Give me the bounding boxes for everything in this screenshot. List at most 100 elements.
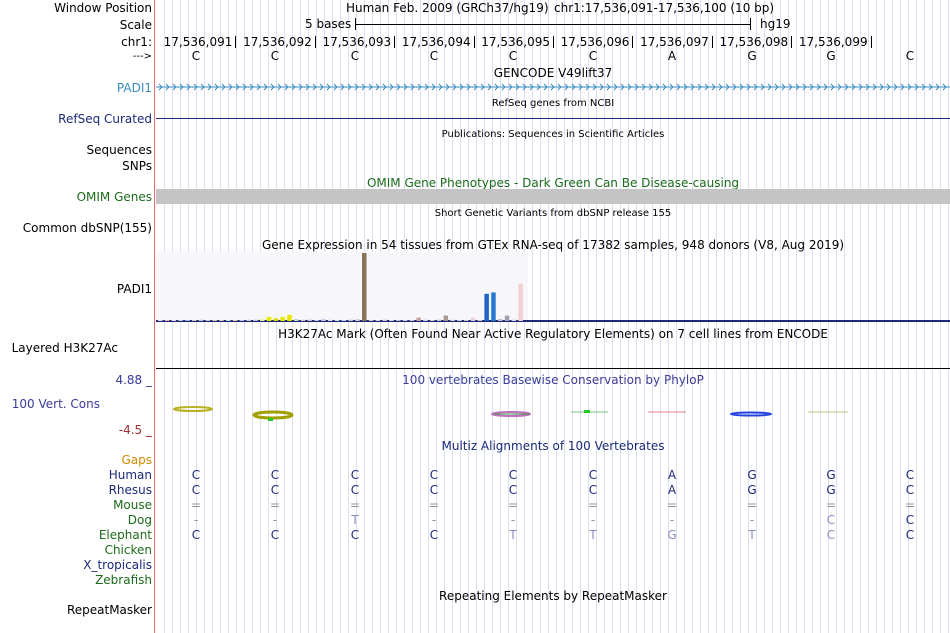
gtex-tissue-bar[interactable] bbox=[273, 318, 279, 321]
strand-chevron bbox=[620, 83, 625, 91]
gtex-tissue-bar[interactable] bbox=[498, 318, 503, 321]
gtex-tissue-bar[interactable] bbox=[328, 319, 333, 321]
gtex-tissue-bar[interactable] bbox=[226, 320, 231, 321]
gtex-tissue-bar[interactable] bbox=[232, 320, 238, 321]
gtex-tissue-bar[interactable] bbox=[280, 316, 285, 321]
gtex-tissue-bar[interactable] bbox=[266, 316, 272, 321]
reference-base: G bbox=[826, 49, 836, 63]
gtex-tissue-bar[interactable] bbox=[185, 320, 190, 321]
gtex-tissue-bar[interactable] bbox=[164, 320, 170, 321]
gtex-tissue-bar[interactable] bbox=[334, 320, 340, 321]
gtex-tissue-bar[interactable] bbox=[300, 319, 306, 321]
gtex-tissue-bar[interactable] bbox=[321, 318, 326, 321]
alignment-base: G bbox=[667, 528, 677, 542]
gtex-gene-label[interactable]: PADI1 bbox=[116, 282, 152, 296]
gtex-tissue-bar[interactable] bbox=[402, 320, 408, 321]
refseq-track-title: RefSeq genes from NCBI bbox=[491, 98, 615, 109]
strand-chevron bbox=[543, 83, 548, 91]
gtex-tissue-bar[interactable] bbox=[382, 319, 387, 321]
strand-chevron bbox=[326, 83, 331, 91]
gtex-tissue-bar[interactable] bbox=[341, 320, 347, 321]
gtex-tissue-bar[interactable] bbox=[450, 319, 455, 321]
gtex-tissue-bar[interactable] bbox=[423, 319, 428, 321]
strand-label: ---> bbox=[132, 51, 152, 62]
gtex-tissue-bar[interactable] bbox=[212, 320, 217, 321]
gtex-tissue-bar[interactable] bbox=[192, 320, 197, 321]
reference-base: C bbox=[191, 49, 201, 63]
gtex-tissue-bar[interactable] bbox=[457, 320, 462, 321]
repeatmasker-track-label[interactable]: RepeatMasker bbox=[66, 603, 152, 617]
gtex-tissue-bar[interactable] bbox=[477, 320, 483, 321]
h3k27ac-track-label[interactable]: Layered H3K27Ac bbox=[11, 341, 118, 355]
gtex-tissue-bar[interactable] bbox=[294, 318, 299, 321]
strand-chevron bbox=[942, 83, 947, 91]
species-label[interactable]: Dog bbox=[127, 513, 152, 527]
alignment-base: = bbox=[349, 498, 361, 512]
gtex-tissue-bar[interactable] bbox=[355, 318, 360, 321]
alignment-base: T bbox=[509, 528, 517, 542]
species-label[interactable]: Zebrafish bbox=[95, 573, 152, 587]
refseq-track-label[interactable]: RefSeq Curated bbox=[58, 112, 152, 126]
gtex-tissue-bar[interactable] bbox=[198, 319, 204, 321]
gtex-tissue-bar[interactable] bbox=[205, 320, 211, 321]
gtex-tissue-bar[interactable] bbox=[171, 320, 177, 321]
cons-track-label[interactable]: 100 Vert. Cons bbox=[11, 397, 100, 411]
species-label[interactable]: Mouse bbox=[113, 498, 152, 512]
gtex-tissue-bar[interactable] bbox=[518, 283, 523, 321]
gtex-tissue-bar[interactable] bbox=[464, 320, 469, 321]
gencode-gene-feature[interactable] bbox=[156, 80, 950, 94]
gtex-tissue-bar[interactable] bbox=[396, 320, 401, 321]
gtex-tissue-bar[interactable] bbox=[511, 319, 517, 321]
strand-chevron bbox=[368, 83, 373, 91]
gtex-tissue-bar[interactable] bbox=[239, 320, 245, 321]
gtex-tissue-bar[interactable] bbox=[219, 320, 224, 321]
strand-chevron bbox=[403, 83, 408, 91]
species-label[interactable]: Rhesus bbox=[108, 483, 152, 497]
cons-mark-7 bbox=[584, 410, 590, 413]
gtex-tissue-bar[interactable] bbox=[416, 317, 421, 321]
publications-sequences-label[interactable]: Sequences bbox=[86, 143, 152, 157]
multiz-gaps-label[interactable]: Gaps bbox=[121, 453, 152, 467]
refseq-gene-line[interactable] bbox=[156, 118, 950, 119]
omim-track-label[interactable]: OMIM Genes bbox=[76, 190, 152, 204]
gtex-tissue-bar[interactable] bbox=[362, 253, 367, 321]
strand-chevron bbox=[214, 83, 219, 91]
gtex-tissue-bar[interactable] bbox=[443, 315, 449, 321]
species-label[interactable]: Elephant bbox=[98, 528, 152, 542]
gtex-tissue-bar[interactable] bbox=[253, 319, 258, 321]
gtex-tissue-bar[interactable] bbox=[158, 320, 163, 321]
gtex-tissue-bar[interactable] bbox=[314, 320, 319, 321]
cons-wiggle-plot[interactable] bbox=[156, 400, 950, 424]
alignment-base: C bbox=[429, 483, 439, 497]
gtex-tissue-bar[interactable] bbox=[368, 320, 374, 321]
gtex-expression-chart[interactable] bbox=[156, 252, 950, 322]
gtex-tissue-bar[interactable] bbox=[287, 314, 292, 321]
species-label[interactable]: X_tropicalis bbox=[83, 558, 152, 572]
cons-mark-9 bbox=[730, 411, 772, 417]
gtex-tissue-bar[interactable] bbox=[436, 319, 442, 321]
gtex-tissue-bar[interactable] bbox=[504, 315, 510, 321]
gtex-tissue-bar[interactable] bbox=[178, 320, 183, 321]
gtex-tissue-bar[interactable] bbox=[430, 320, 435, 321]
publications-snps-label[interactable]: SNPs bbox=[122, 159, 152, 173]
gtex-tissue-bar[interactable] bbox=[389, 320, 394, 321]
gtex-tissue-bar[interactable] bbox=[348, 319, 353, 321]
strand-chevron bbox=[739, 83, 744, 91]
gtex-tissue-bar[interactable] bbox=[470, 317, 476, 321]
gtex-tissue-bar[interactable] bbox=[307, 319, 313, 321]
gtex-tissue-bar[interactable] bbox=[260, 318, 265, 321]
gtex-tissue-bar[interactable] bbox=[375, 320, 381, 321]
gtex-tissue-bar[interactable] bbox=[409, 320, 415, 321]
species-label[interactable]: Human bbox=[108, 468, 152, 482]
gtex-tissue-bar[interactable] bbox=[246, 319, 251, 321]
dbsnp-track-label[interactable]: Common dbSNP(155) bbox=[22, 221, 152, 235]
gtex-tissue-bar[interactable] bbox=[491, 292, 496, 321]
gtex-tissue-bar[interactable] bbox=[484, 293, 489, 321]
gencode-gene-label[interactable]: PADI1 bbox=[116, 81, 152, 95]
alignment-base: = bbox=[428, 498, 440, 512]
label-divider bbox=[154, 0, 155, 633]
strand-chevron bbox=[452, 83, 457, 91]
species-label[interactable]: Chicken bbox=[104, 543, 152, 557]
strand-chevron bbox=[480, 83, 485, 91]
omim-gene-bar[interactable] bbox=[156, 189, 950, 204]
